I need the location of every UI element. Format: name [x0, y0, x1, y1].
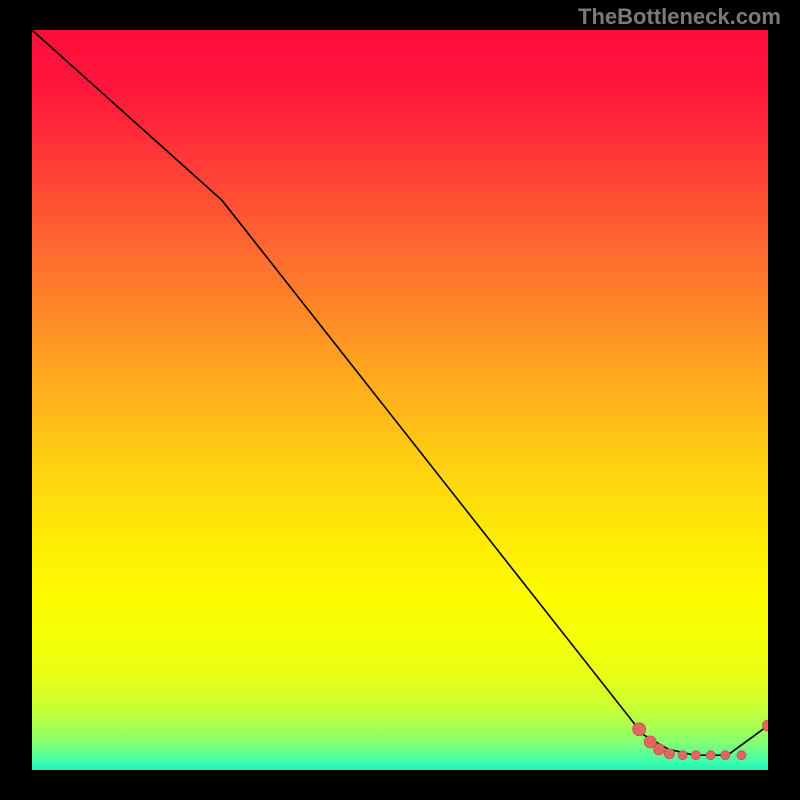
data-marker [721, 751, 730, 760]
data-marker [664, 749, 674, 759]
bottleneck-curve [32, 30, 768, 755]
chart-overlay [32, 30, 768, 770]
data-marker [654, 744, 665, 755]
data-marker [691, 751, 700, 760]
attribution-watermark: TheBottleneck.com [578, 4, 781, 30]
data-marker [633, 723, 646, 736]
data-marker [678, 751, 687, 760]
chart-container: TheBottleneck.com [0, 0, 800, 800]
plot-area [32, 30, 768, 770]
data-marker [706, 751, 715, 760]
data-marker [737, 751, 746, 760]
